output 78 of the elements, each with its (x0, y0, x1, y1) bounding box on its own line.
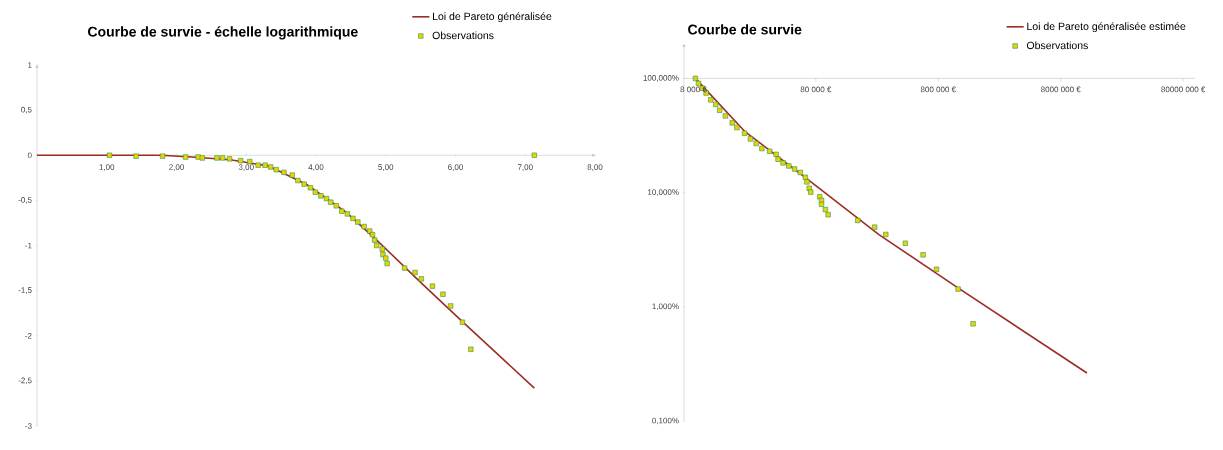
y-tick-label: -1 (25, 242, 32, 249)
point (401, 265, 408, 271)
y-tick-label: -0,5 (18, 197, 32, 204)
point (289, 172, 295, 178)
x-tick-label: 5,00 (378, 164, 394, 171)
y-tick-label: -2 (25, 332, 32, 339)
legend-label: Loi de Pareto généralisée (433, 12, 552, 23)
point (459, 319, 466, 325)
point (281, 169, 287, 175)
point (361, 223, 367, 230)
chart-title: Courbe de survie (688, 24, 802, 35)
point (214, 155, 220, 161)
legend-label: Observations (432, 31, 494, 40)
point (106, 152, 113, 158)
x-tick-label: 3,00 (238, 164, 254, 171)
point (301, 181, 307, 187)
legend-label: Loi de Pareto généralisée estimée (1027, 22, 1186, 33)
point (328, 199, 334, 205)
x-tick-label: 8000 000 € (1041, 86, 1081, 93)
line-series (37, 154, 536, 389)
point (199, 155, 205, 161)
point (440, 291, 446, 297)
point (195, 154, 201, 160)
y-tick-label: 1,000% (652, 303, 679, 311)
point (374, 242, 380, 249)
point (333, 203, 339, 209)
point (418, 276, 424, 282)
point (133, 153, 139, 159)
point (429, 283, 436, 289)
x-tick-label: 80 000 € (800, 86, 832, 93)
point (367, 228, 373, 234)
y-tick-label: 100,000% (643, 75, 679, 82)
y-tick-label: 1 (28, 62, 32, 68)
legend-label: Observations (1026, 41, 1088, 50)
point (226, 156, 233, 162)
point (318, 193, 324, 199)
point (238, 158, 244, 164)
x-tick-label: 4,00 (308, 164, 324, 171)
point (323, 195, 330, 202)
point (350, 215, 356, 222)
x-tick-label: 8 000 € (680, 86, 707, 93)
y-tick-label: -2,5 (18, 377, 32, 385)
point (371, 237, 378, 243)
x-tick-label: 2,00 (169, 164, 184, 171)
point (159, 153, 166, 159)
chart-title: Courbe de survie - échelle logarithmique (88, 26, 358, 40)
y-tick-label: 0 (27, 152, 32, 159)
y-tick-label: 0,100% (652, 417, 679, 425)
y-tick-label: 10,000% (648, 189, 679, 196)
point (384, 260, 390, 267)
point (255, 162, 261, 168)
y-tick-label: -1,5 (18, 287, 32, 294)
x-tick-label: 80000 000 € (1161, 86, 1206, 93)
y-tick-label: 0,5 (21, 106, 32, 114)
point (312, 189, 318, 195)
x-tick-label: 800 000 € (920, 86, 956, 93)
point (339, 208, 345, 214)
x-tick-label: 6,00 (448, 164, 463, 171)
point (295, 177, 301, 184)
point (268, 164, 274, 170)
x-tick-label: 7,00 (517, 164, 533, 171)
point (468, 346, 474, 352)
point (273, 167, 279, 173)
y-tick-label: -3 (25, 423, 32, 429)
point (355, 219, 361, 225)
point (448, 303, 454, 309)
point (531, 152, 537, 158)
point (412, 269, 418, 276)
point (379, 246, 385, 252)
point (369, 232, 376, 238)
point (344, 211, 350, 217)
point (219, 155, 226, 161)
x-tick-label: 8,00 (587, 164, 603, 171)
point (383, 255, 389, 261)
point (262, 162, 268, 168)
x-tick-label: 1,00 (99, 164, 115, 171)
point (182, 154, 189, 160)
point (307, 185, 314, 191)
